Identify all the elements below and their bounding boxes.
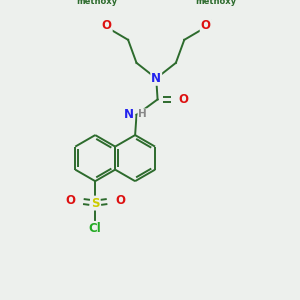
Text: methoxy: methoxy	[76, 0, 117, 6]
Text: S: S	[91, 196, 100, 210]
Text: methoxy: methoxy	[196, 0, 237, 6]
Text: H: H	[138, 109, 147, 119]
Text: O: O	[179, 93, 189, 106]
Text: O: O	[201, 19, 211, 32]
Text: N: N	[151, 72, 161, 85]
Text: O: O	[102, 19, 112, 32]
Text: N: N	[124, 108, 134, 121]
Text: O: O	[65, 194, 75, 207]
Text: O: O	[116, 194, 125, 207]
Text: Cl: Cl	[89, 222, 102, 235]
